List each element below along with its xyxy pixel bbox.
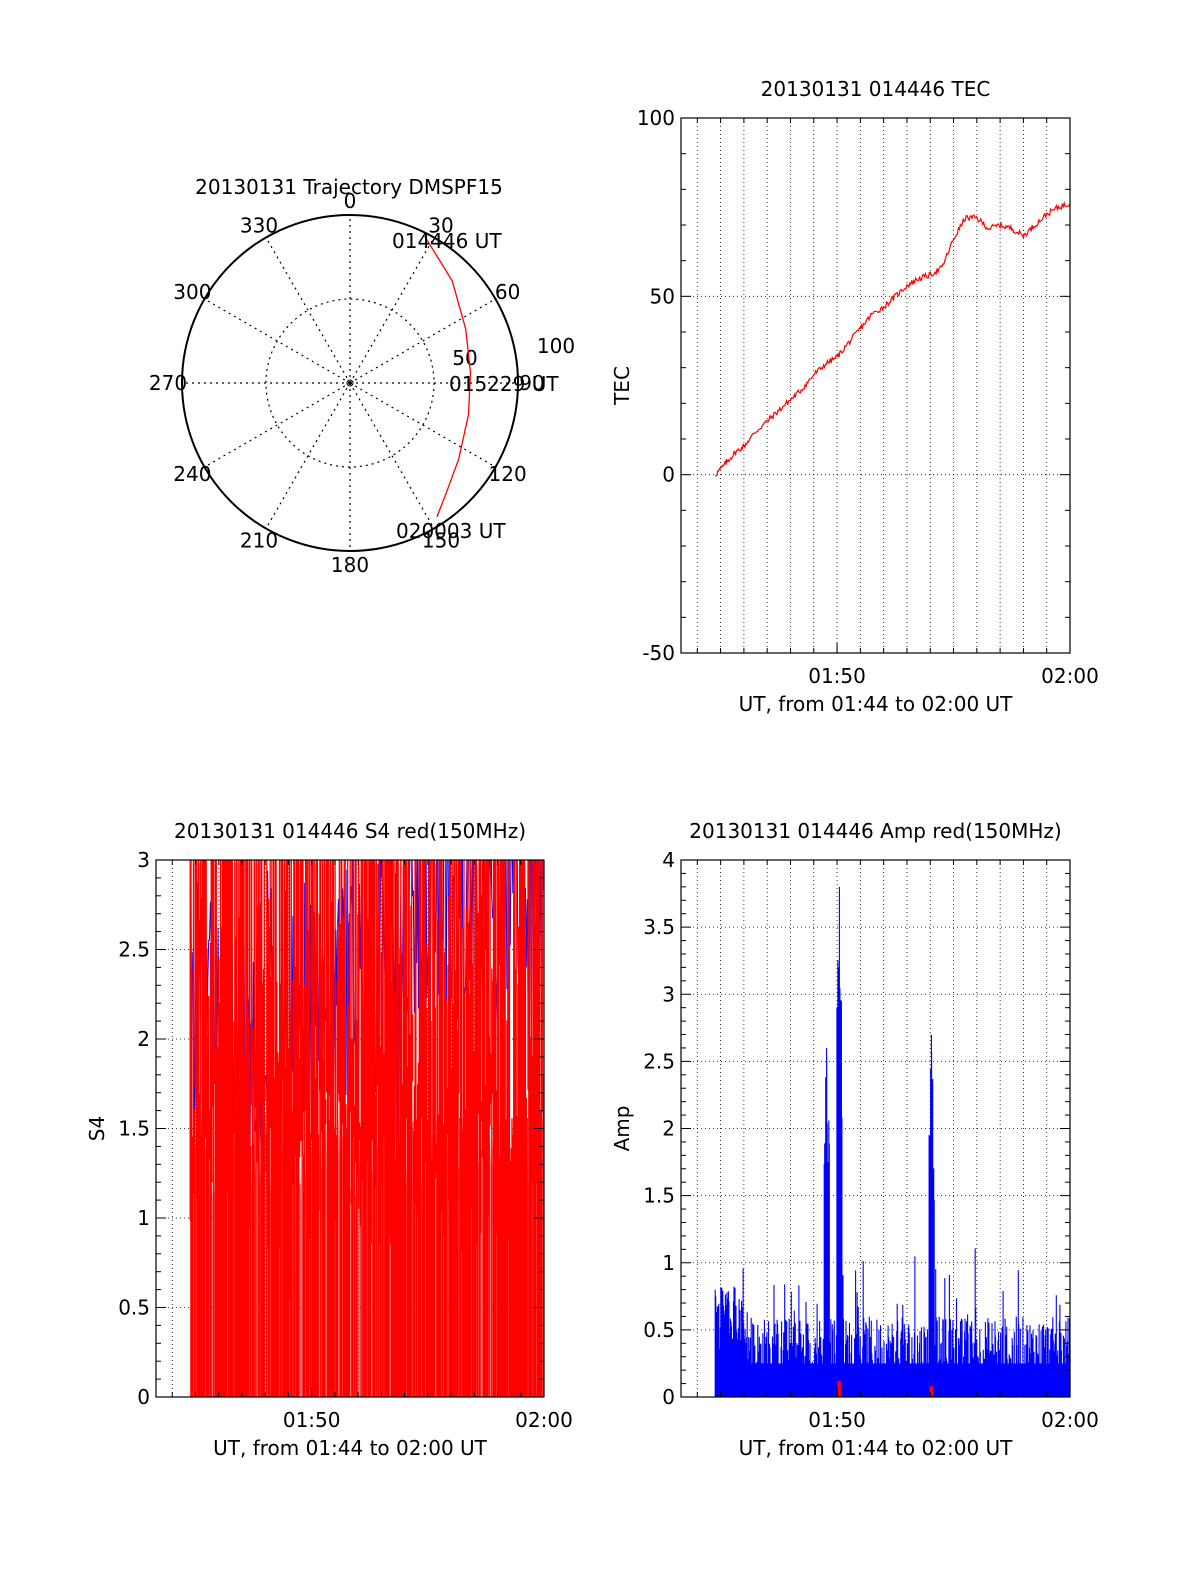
- trajectory-line: [424, 235, 472, 518]
- y-tick-label: 0.5: [643, 1318, 675, 1342]
- y-tick-label: 2: [137, 1027, 150, 1051]
- chart-title: 20130131 014446 TEC: [761, 77, 991, 101]
- polar-spoke: [204, 382, 351, 468]
- y-tick-label: 3.5: [643, 915, 675, 939]
- y-tick-label: 2: [662, 1117, 675, 1141]
- y-tick-label: 1: [137, 1206, 150, 1230]
- amp-blue-series: [714, 886, 1071, 1397]
- polar-spoke: [349, 382, 496, 468]
- x-tick-label: 01:50: [808, 664, 866, 688]
- x-tick-label: 02:00: [515, 1408, 573, 1432]
- y-tick-label: 2.5: [118, 938, 150, 962]
- polar-radial-label: 100: [537, 334, 575, 358]
- polar-angle-label: 270: [149, 371, 187, 395]
- trajectory-time-label: 015229 UT: [449, 372, 559, 396]
- polar-angle-label: 150: [422, 529, 460, 553]
- x-axis-label: UT, from 01:44 to 02:00 UT: [739, 692, 1014, 716]
- polar-angle-label: 330: [240, 213, 278, 237]
- y-tick-label: -50: [642, 641, 675, 665]
- polar-spoke: [349, 298, 496, 384]
- chart-title: 20130131 014446 S4 red(150MHz): [174, 819, 526, 843]
- trajectory-time-label: 014446 UT: [392, 229, 502, 253]
- polar-spoke: [204, 298, 351, 384]
- polar-spoke: [349, 382, 435, 529]
- y-tick-label: 100: [637, 106, 675, 130]
- trajectory-time-label: 020003 UT: [396, 519, 506, 543]
- s4-chart: 20130131 014446 S4 red(150MHz) 01:50 02:00…: [85, 819, 573, 1460]
- polar-angle-label: 210: [240, 529, 278, 553]
- polar-spoke: [265, 382, 351, 529]
- y-tick-label: 0: [662, 1385, 675, 1409]
- x-axis-label: UT, from 01:44 to 02:00 UT: [213, 1436, 488, 1460]
- x-axis-label: UT, from 01:44 to 02:00 UT: [739, 1436, 1014, 1460]
- x-tick-label: 02:00: [1041, 664, 1099, 688]
- polar-angle-label: 300: [173, 280, 211, 304]
- polar-angle-label: 30: [428, 213, 453, 237]
- polar-angle-label: 0: [344, 189, 357, 213]
- y-tick-label: 0: [137, 1385, 150, 1409]
- x-tick-label: 02:00: [1041, 1408, 1099, 1432]
- polar-spoke: [265, 237, 351, 384]
- amp-red-burst: [837, 1380, 842, 1397]
- y-tick-label: 4: [662, 848, 675, 872]
- s4-red-fill: [190, 1110, 544, 1397]
- y-tick-label: 2.5: [643, 1049, 675, 1073]
- polar-angle-label: 90: [519, 371, 544, 395]
- y-axis-label: S4: [85, 1116, 109, 1141]
- polar-angle-label: 120: [489, 462, 527, 486]
- polar-center: [346, 379, 354, 387]
- amp-chart: 20130131 014446 Amp red(150MHz) 01:50 02:0…: [610, 819, 1099, 1460]
- y-tick-label: 0.5: [118, 1296, 150, 1320]
- polar-radial-label: 50: [452, 346, 477, 370]
- plot-frame: [680, 117, 1071, 654]
- polar-angle-label: 60: [495, 280, 520, 304]
- y-axis-label: Amp: [610, 1106, 634, 1152]
- amp-blue-base: [715, 1363, 1070, 1397]
- x-tick-label: 01:50: [808, 1408, 866, 1432]
- polar-angle-label: 180: [331, 553, 369, 577]
- polar-title: 20130131 Trajectory DMSPF15: [195, 175, 503, 199]
- y-tick-label: 1.5: [643, 1184, 675, 1208]
- amp-red-burst: [929, 1386, 934, 1397]
- tec-chart: 20130131 014446 TEC 01:50 02:00 UT, from 01…: [610, 77, 1099, 716]
- polar-spoke: [349, 237, 435, 384]
- polar-angle-label: 240: [173, 462, 211, 486]
- y-tick-label: 50: [650, 284, 675, 308]
- chart-title: 20130131 014446 Amp red(150MHz): [689, 819, 1061, 843]
- y-tick-label: 1.5: [118, 1117, 150, 1141]
- y-tick-label: 3: [137, 848, 150, 872]
- y-tick-label: 0: [662, 463, 675, 487]
- x-tick-label: 01:50: [283, 1408, 341, 1432]
- polar-outer-ring: [181, 214, 519, 552]
- tec-series-line: [715, 200, 1071, 477]
- y-axis-label: TEC: [610, 366, 634, 406]
- y-tick-label: 3: [662, 982, 675, 1006]
- y-tick-label: 1: [662, 1251, 675, 1275]
